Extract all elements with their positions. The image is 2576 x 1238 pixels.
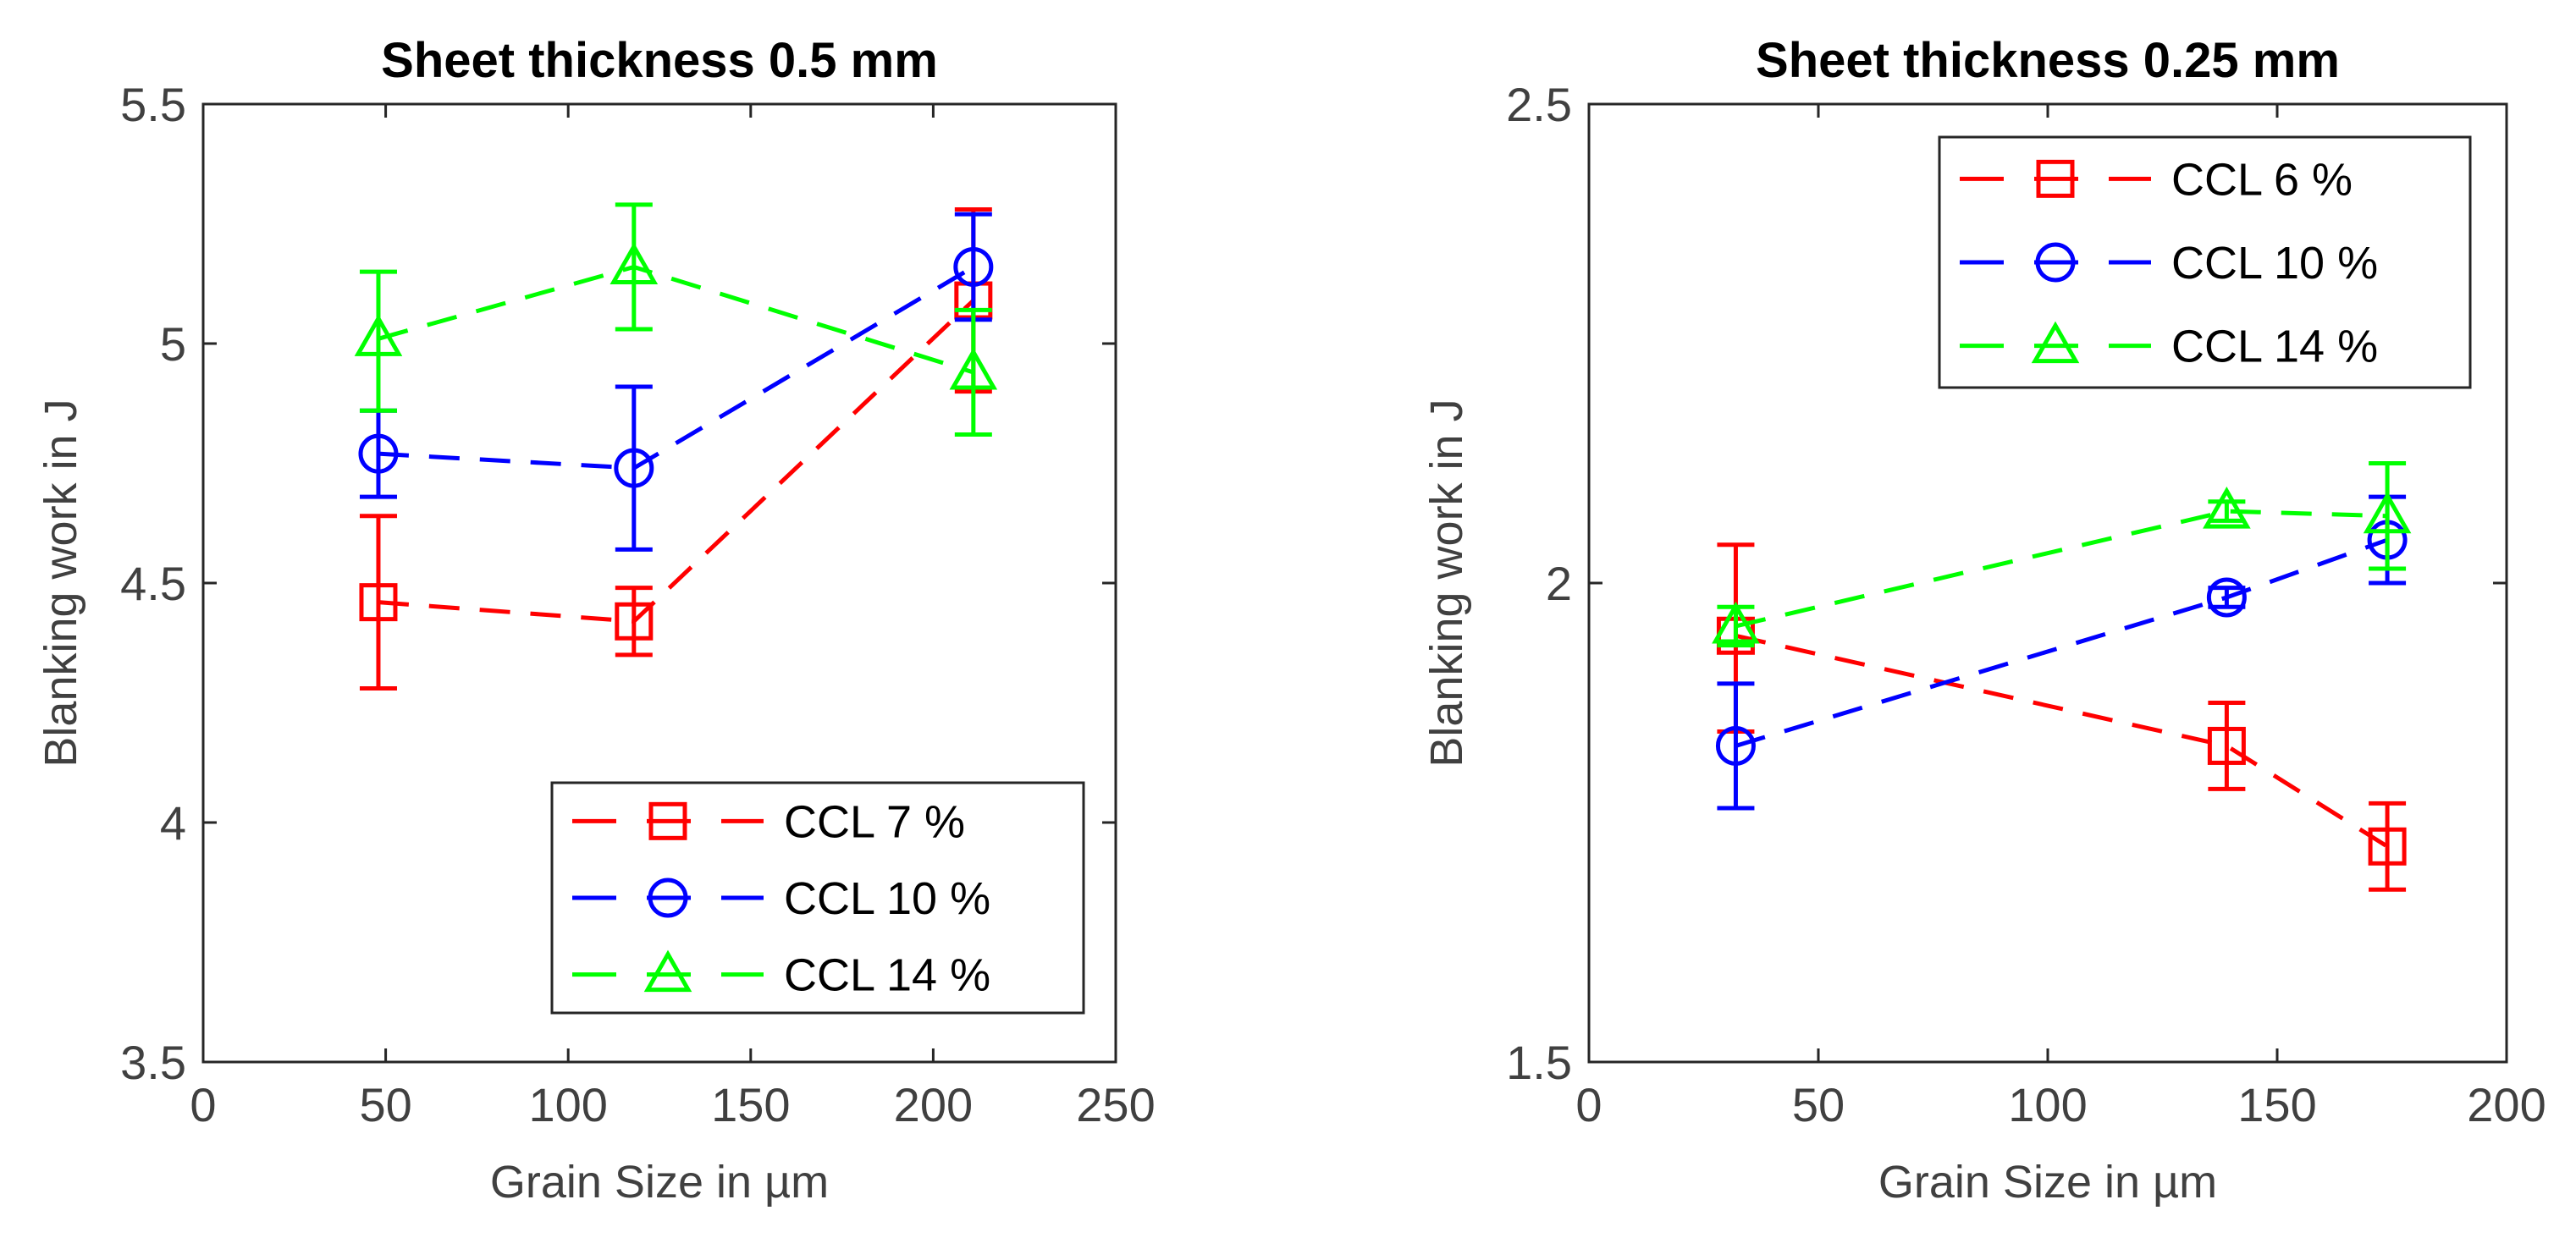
x-tick-label: 250 [1076, 1078, 1155, 1131]
y-tick-label: 4.5 [120, 557, 186, 610]
x-tick-label: 100 [2008, 1078, 2087, 1131]
data-point [615, 602, 654, 641]
y-tick-label: 2.5 [1506, 78, 1572, 131]
legend: CCL 7 % CCL 10 % CCL 14 % [550, 781, 1085, 1015]
y-tick-label: 4 [160, 796, 186, 850]
x-tick-label: 150 [711, 1078, 790, 1131]
data-point [2363, 491, 2412, 534]
y-tick-label: 1.5 [1506, 1036, 1572, 1089]
legend-label: CCL 14 % [2171, 322, 2378, 372]
series-ccl-14- [1712, 461, 2412, 648]
series-ccl-14- [354, 202, 998, 437]
data-point [1715, 725, 1756, 766]
legend: CCL 6 % CCL 10 % CCL 14 % [1938, 135, 2472, 389]
x-axis-label: Grain Size in µm [1878, 1157, 2217, 1208]
legend-marker [2031, 321, 2080, 364]
legend-label: CCL 14 % [784, 950, 990, 1001]
data-point [2207, 726, 2246, 765]
series-line [1735, 633, 2389, 849]
data-point [359, 583, 398, 622]
x-tick-label: 50 [1792, 1078, 1845, 1131]
y-tick-label: 5 [160, 317, 186, 371]
y-axis-label: Blanking work in J [1421, 399, 1472, 767]
legend-box [550, 781, 1085, 1015]
series-line [1735, 509, 2388, 629]
y-tick-label: 2 [1546, 557, 1572, 610]
data-point [1712, 601, 1760, 644]
legend-marker [648, 801, 687, 840]
legend-marker [643, 949, 692, 993]
y-axis-label: Blanking work in J [36, 399, 86, 767]
data-point [2203, 487, 2251, 529]
x-tick-label: 150 [2237, 1078, 2316, 1131]
legend-marker [2036, 159, 2075, 198]
legend-label: CCL 10 % [784, 873, 990, 924]
y-tick-label: 3.5 [120, 1036, 186, 1089]
legend-box [1938, 135, 2472, 389]
chart-panel-2: 0 50 100 150 200 1.5 2 2.5 Sheet thickness 0.25 … [1421, 33, 2546, 1208]
x-tick-label: 200 [894, 1078, 973, 1131]
data-point [358, 433, 399, 474]
x-axis-label: Grain Size in µm [490, 1157, 829, 1208]
legend-label: CCL 7 % [784, 796, 965, 847]
legend-marker [648, 878, 688, 918]
data-point [949, 347, 998, 390]
chart-panel-1: 0 50 100 150 200 250 3.5 4 4.5 5 5.5 Sheet thicknes… [36, 33, 1156, 1208]
series-ccl-10- [1715, 494, 2408, 811]
chart-title: Sheet thickness 0.5 mm [381, 33, 938, 88]
x-tick-label: 200 [2467, 1078, 2546, 1131]
data-point [2368, 827, 2407, 866]
y-tick-label: 5.5 [120, 78, 186, 131]
legend-label: CCL 6 % [2171, 154, 2353, 205]
data-point [610, 242, 659, 284]
series-ccl-10- [358, 212, 994, 552]
x-tick-label: 0 [1575, 1078, 1602, 1131]
legend-label: CCL 10 % [2171, 238, 2378, 289]
x-tick-label: 100 [528, 1078, 607, 1131]
data-point [2206, 577, 2247, 618]
legend-marker [2035, 242, 2076, 283]
x-tick-label: 0 [190, 1078, 216, 1131]
data-point [614, 448, 654, 488]
x-tick-label: 50 [359, 1078, 411, 1131]
data-point [354, 314, 403, 356]
data-point [953, 246, 994, 287]
chart-title: Sheet thickness 0.25 mm [1756, 33, 2340, 88]
